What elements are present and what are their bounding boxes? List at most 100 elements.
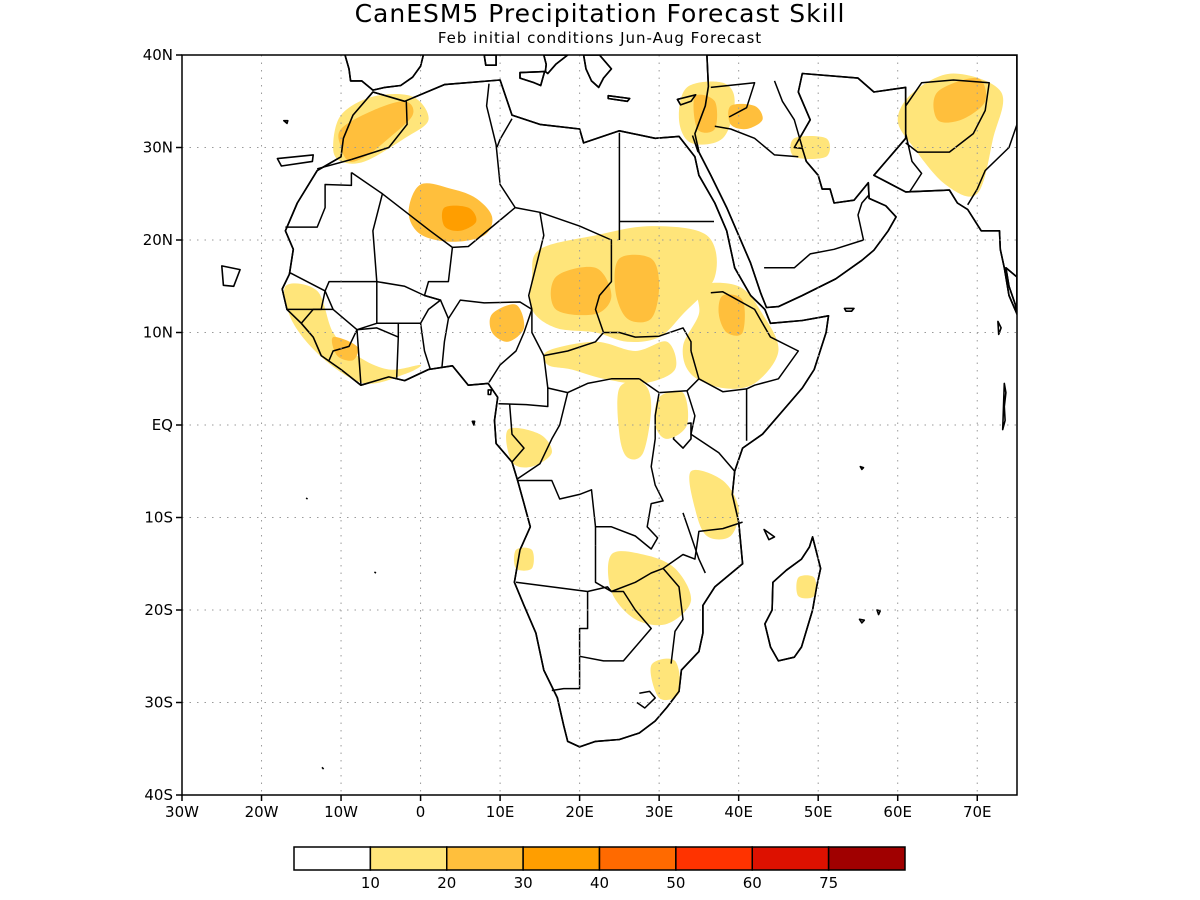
border-mauritania-mali bbox=[289, 193, 384, 292]
coastline-cyprus bbox=[676, 94, 697, 106]
border-drc-east bbox=[594, 392, 664, 550]
lat-tick-label: 40N bbox=[143, 46, 173, 64]
island-reunion bbox=[858, 618, 866, 624]
skill-region-great-lakes bbox=[654, 390, 689, 439]
lon-tick-label: 20E bbox=[565, 803, 594, 821]
skill-region-zambia-zimbabwe bbox=[607, 551, 692, 626]
latitude-axis: 40N 30N 20N 10N EQ 10S 20S 30S 40S bbox=[143, 46, 182, 804]
colorbar-label: 30 bbox=[514, 874, 533, 892]
colorbar-label: 60 bbox=[743, 874, 762, 892]
skill-shading-layer bbox=[284, 73, 1004, 701]
island-st-helena bbox=[374, 571, 377, 574]
border-niger-nigeria bbox=[423, 247, 533, 320]
map-title: CanESM5 Precipitation Forecast Skill bbox=[355, 0, 846, 28]
island-socotra bbox=[843, 307, 855, 313]
border-oman-uae bbox=[857, 195, 869, 241]
island-bioko bbox=[487, 389, 493, 396]
border-uganda-kenya bbox=[686, 390, 736, 472]
coastline-sicily bbox=[519, 70, 546, 87]
border-syria-iraq bbox=[710, 82, 756, 118]
island-comoros bbox=[763, 528, 776, 541]
island-lakshadweep bbox=[997, 320, 1002, 336]
island-canaries bbox=[276, 154, 315, 167]
border-zambia-zimbabwe bbox=[611, 567, 664, 593]
border-botswana-east bbox=[579, 590, 652, 662]
lon-tick-label: 30E bbox=[645, 803, 674, 821]
coastline-layer bbox=[281, 55, 1017, 748]
colorbar-label: 75 bbox=[819, 874, 838, 892]
border-algeria-mali bbox=[350, 171, 516, 249]
skill-region-iraq-north bbox=[728, 103, 763, 130]
island-sao-tome bbox=[471, 420, 476, 426]
coastline-iberia bbox=[344, 55, 425, 91]
border-afghanistan bbox=[905, 79, 990, 153]
skill-region-gabon-coast bbox=[506, 427, 552, 468]
lat-tick-label: 40S bbox=[144, 786, 173, 804]
skill-region-tanzania bbox=[689, 469, 739, 540]
coastline-greece bbox=[582, 55, 613, 89]
border-saudi-yemen bbox=[764, 239, 864, 269]
border-malawi bbox=[682, 512, 706, 574]
colorbar-legend: 10 20 30 40 50 60 75 bbox=[293, 846, 906, 892]
border-chad-sudan bbox=[531, 244, 613, 357]
lon-tick-label: 70E bbox=[963, 803, 992, 821]
border-burkina bbox=[376, 280, 442, 325]
island-maldives bbox=[1001, 382, 1007, 431]
landmass-iberia bbox=[344, 55, 425, 91]
lat-tick-label: 20S bbox=[144, 601, 173, 619]
skill-region-central-congo bbox=[617, 381, 652, 460]
lat-tick-label: 30S bbox=[144, 694, 173, 712]
coastline-crete bbox=[607, 94, 631, 103]
border-tanzania-mozambique bbox=[662, 521, 743, 664]
coastline-italy-toe bbox=[542, 55, 569, 75]
border-congo-drc bbox=[517, 392, 569, 480]
lon-tick-label: 60E bbox=[883, 803, 912, 821]
lon-tick-label: 10W bbox=[324, 803, 358, 821]
lat-tick-label: EQ bbox=[152, 416, 173, 434]
lon-tick-label: 0 bbox=[416, 803, 426, 821]
map-subtitle: Feb initial conditions Jun-Aug Forecast bbox=[438, 29, 762, 47]
coastline-africa bbox=[281, 79, 830, 748]
skill-region-madagascar-west bbox=[796, 575, 817, 599]
lon-tick-label: 30W bbox=[165, 803, 199, 821]
landmass-madagascar bbox=[764, 536, 822, 662]
coastline-madagascar bbox=[764, 536, 822, 662]
border-cameroon-gabon bbox=[498, 388, 549, 408]
colorbar-label: 50 bbox=[666, 874, 685, 892]
border-mauritania-north bbox=[285, 172, 353, 228]
colorbar-swatch bbox=[598, 846, 677, 871]
island-mauritius bbox=[876, 609, 882, 616]
lon-tick-label: 50E bbox=[804, 803, 833, 821]
island-tristan bbox=[321, 766, 325, 770]
skill-region-cameroon-car bbox=[543, 341, 677, 384]
border-ivory-coast bbox=[356, 327, 399, 385]
border-kenya-north bbox=[698, 378, 748, 441]
island-ascension bbox=[305, 497, 309, 500]
skill-region-west-africa-inner bbox=[331, 336, 359, 361]
border-libya-south bbox=[515, 206, 613, 245]
border-lesotho bbox=[636, 690, 656, 709]
border-nigeria-cameroon bbox=[488, 309, 533, 383]
colorbar-swatch bbox=[675, 846, 753, 871]
border-senegal bbox=[287, 290, 326, 311]
border-somalia-ethiopia bbox=[746, 322, 800, 390]
border-algeria-east bbox=[485, 83, 516, 209]
skill-region-central-sahara-core bbox=[441, 205, 477, 231]
border-eritrea bbox=[710, 291, 764, 324]
coastline-italy-south bbox=[483, 55, 497, 66]
colorbar-label: 20 bbox=[437, 874, 456, 892]
lon-tick-label: 40E bbox=[724, 803, 753, 821]
colorbar-swatch bbox=[446, 846, 524, 871]
island-cape-verde bbox=[221, 265, 241, 288]
colorbar-swatch bbox=[293, 846, 372, 871]
lat-tick-label: 10S bbox=[144, 509, 173, 527]
skill-region-morocco bbox=[338, 101, 414, 162]
island-seychelles bbox=[859, 465, 865, 471]
coastline-sri-lanka-coast bbox=[1005, 266, 1017, 315]
lat-tick-label: 30N bbox=[143, 139, 173, 157]
colorbar-swatch bbox=[522, 846, 601, 871]
colorbar-swatch bbox=[827, 846, 906, 871]
skill-region-west-africa bbox=[284, 283, 422, 384]
border-sudan-south bbox=[603, 327, 692, 351]
